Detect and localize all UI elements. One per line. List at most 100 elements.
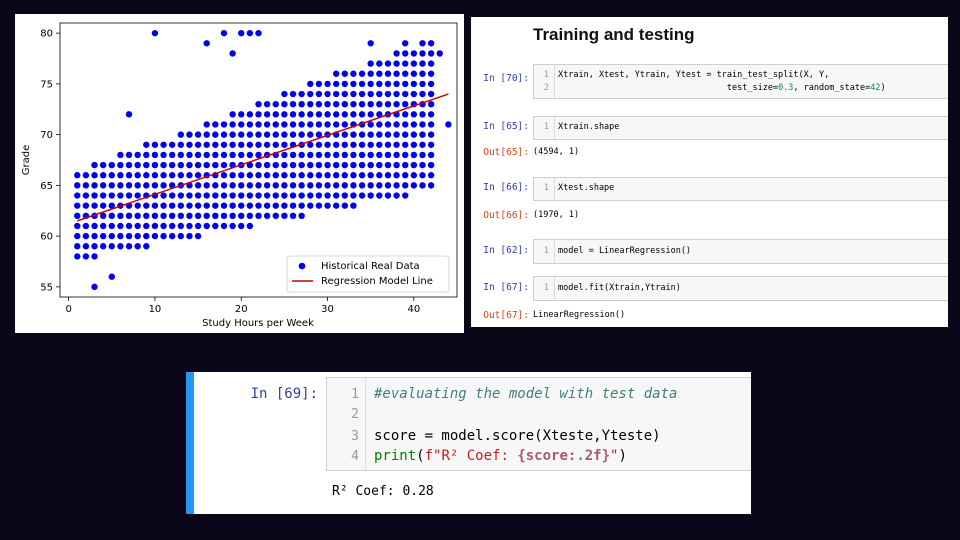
data-point: [168, 172, 176, 179]
code-editor[interactable]: 1 2 Xtrain, Xtest, Ytrain, Ytest = train…: [533, 64, 948, 99]
data-point: [376, 172, 383, 179]
data-point: [402, 121, 409, 128]
data-point: [376, 161, 383, 169]
data-point: [289, 192, 297, 199]
data-point: [384, 60, 392, 67]
data-point: [367, 151, 374, 159]
data-point: [125, 232, 133, 240]
data-point: [91, 192, 98, 199]
data-point: [238, 222, 245, 230]
data-point: [350, 80, 357, 88]
data-point: [402, 60, 409, 67]
data-point: [194, 192, 202, 199]
code-line: Xtrain, Xtest, Ytrain, Ytest = train_tes…: [558, 70, 830, 80]
data-point: [117, 192, 124, 199]
cell-output: R² Coef: 0.28: [332, 484, 434, 499]
data-point: [427, 70, 435, 77]
data-point: [203, 40, 210, 47]
data-point: [298, 90, 305, 98]
data-point: [307, 121, 314, 128]
data-point: [367, 141, 374, 148]
data-point: [367, 192, 374, 199]
data-point: [108, 222, 115, 230]
data-point: [272, 121, 279, 128]
line-number: 1: [543, 283, 549, 293]
data-point: [384, 182, 392, 189]
code-editor[interactable]: 1 model = LinearRegression(): [533, 239, 948, 264]
line-gutter: [534, 178, 555, 200]
data-point: [74, 253, 81, 260]
data-point: [281, 172, 288, 179]
data-point: [160, 161, 167, 169]
code-editor[interactable]: 1 model.fit(Xtrain,Ytrain): [533, 276, 948, 301]
code-string: f"R² Coef:: [424, 448, 518, 464]
data-point: [125, 243, 133, 250]
data-point: [151, 232, 159, 240]
data-point: [419, 141, 426, 148]
data-point: [194, 131, 202, 138]
data-point: [307, 161, 314, 169]
data-point: [341, 121, 349, 128]
y-tick-label: 75: [40, 79, 53, 90]
data-point: [168, 192, 176, 199]
data-point: [177, 192, 185, 199]
data-point: [410, 60, 418, 67]
data-point: [332, 192, 340, 199]
data-points: [74, 29, 452, 291]
data-point: [367, 90, 374, 98]
evaluation-cell-panel[interactable]: In [69]: 1 2 3 4 #evaluating the model w…: [186, 372, 751, 514]
data-point: [324, 121, 331, 128]
data-point: [91, 172, 98, 179]
line-number: 1: [543, 246, 549, 256]
data-point: [324, 111, 331, 118]
data-point: [203, 202, 210, 209]
data-point: [125, 212, 133, 220]
data-point: [263, 192, 271, 199]
data-point: [263, 111, 271, 118]
data-point: [177, 151, 185, 159]
data-point: [160, 212, 167, 220]
data-point: [289, 182, 297, 189]
data-point: [125, 161, 133, 169]
data-point: [402, 90, 409, 98]
data-point: [393, 192, 400, 199]
data-point: [99, 222, 107, 230]
data-point: [255, 131, 262, 138]
data-point: [212, 182, 219, 189]
data-point: [263, 212, 271, 220]
data-point: [160, 172, 167, 179]
data-point: [367, 121, 374, 128]
data-point: [160, 192, 167, 199]
data-point: [427, 60, 435, 67]
data-point: [168, 202, 176, 209]
data-point: [272, 172, 279, 179]
data-point: [91, 182, 98, 189]
data-point: [384, 172, 392, 179]
data-point: [108, 202, 115, 209]
data-point: [255, 121, 262, 128]
data-point: [220, 182, 228, 189]
code-editor[interactable]: 1 Xtrain.shape: [533, 116, 948, 140]
data-point: [177, 172, 185, 179]
data-point: [246, 29, 254, 37]
scatter-chart: 0 10 20 30 40 55 60 65 70 75 80 Study Hours per W…: [21, 22, 458, 329]
data-point: [255, 172, 262, 179]
legend-scatter-marker: [298, 262, 306, 270]
code-comment: #evaluating the model with test data: [374, 386, 678, 402]
data-point: [410, 80, 418, 88]
data-point: [384, 80, 392, 88]
data-point: [332, 90, 340, 98]
data-point: [229, 131, 236, 138]
data-point: [151, 222, 159, 230]
data-point: [160, 202, 167, 209]
data-point: [143, 232, 150, 240]
data-point: [289, 161, 297, 169]
data-point: [350, 111, 357, 118]
data-point: [272, 100, 279, 108]
code-editor[interactable]: 1 2 3 4 #evaluating the model with test …: [326, 377, 751, 471]
code-function: print: [374, 448, 417, 464]
data-point: [289, 131, 297, 138]
code-editor[interactable]: 1 Xtest.shape: [533, 177, 948, 201]
data-point: [212, 151, 219, 159]
data-point: [186, 232, 193, 240]
